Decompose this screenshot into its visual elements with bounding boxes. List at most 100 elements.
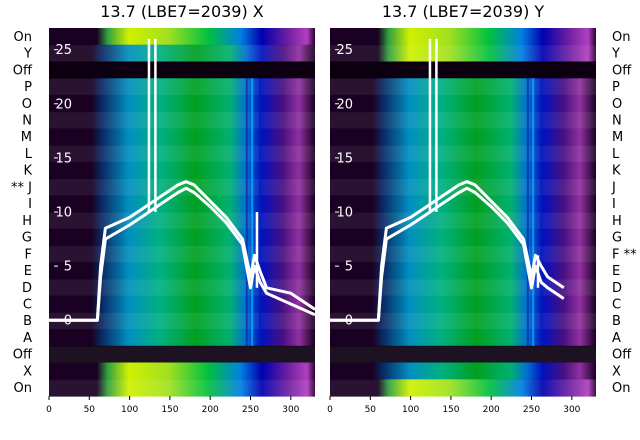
row-label: J <box>611 180 616 195</box>
row-label: I <box>612 197 616 212</box>
heatmap-row <box>49 195 315 213</box>
row-label: On <box>612 30 630 45</box>
row-label: X <box>612 364 621 379</box>
heatmap-row <box>49 111 315 129</box>
row-label: Off <box>612 63 632 78</box>
heatmap-row <box>330 111 596 129</box>
row-label: Y <box>23 47 32 62</box>
overlay-series-line <box>49 186 316 322</box>
row-label: G <box>22 231 32 246</box>
ytick-label: 5 <box>345 260 353 275</box>
heatmap-stripe <box>540 78 543 346</box>
heatmap-row <box>330 78 596 96</box>
row-label: C <box>612 298 621 313</box>
row-label: O <box>22 97 32 112</box>
heatmap-row <box>49 44 315 62</box>
heatmap-row <box>49 228 315 246</box>
ytick-label: 20 <box>336 97 353 112</box>
row-label: M <box>612 130 623 145</box>
row-label: M <box>21 130 32 145</box>
heatmap-row <box>330 262 596 280</box>
xtick-label: 0 <box>46 405 52 415</box>
heatmap-row <box>49 94 315 113</box>
row-label: H <box>612 214 622 229</box>
xtick-label: 50 <box>365 405 377 415</box>
heatmap-row <box>330 379 596 397</box>
heatmap-row <box>49 262 315 280</box>
xtick-label: 300 <box>563 405 580 415</box>
heatmap-row <box>49 128 315 146</box>
heatmap-row <box>49 379 315 397</box>
heatmap-row <box>330 61 596 79</box>
row-label: P <box>612 80 620 95</box>
row-label: D <box>612 281 622 296</box>
row-label: B <box>612 314 621 329</box>
heatmap-stripe <box>245 78 248 346</box>
row-label: On <box>14 30 32 45</box>
overlay-series-line <box>330 186 565 322</box>
heatmap-row <box>49 345 315 364</box>
row-label: X <box>23 364 32 379</box>
heatmap-row <box>49 78 315 96</box>
row-label: K <box>23 164 32 179</box>
xtick-label: 150 <box>442 405 459 415</box>
heatmap-row <box>49 245 315 263</box>
row-label: D <box>22 281 32 296</box>
row-label: ** J <box>11 180 32 195</box>
chart-title: 13.7 (LBE7=2039) X <box>100 2 264 21</box>
heatmap-row <box>330 228 596 246</box>
heatmap-row <box>49 362 315 380</box>
row-label: F <box>25 247 32 262</box>
row-label: A <box>23 331 32 346</box>
heatmap-row <box>330 345 596 364</box>
row-label: Off <box>13 348 33 363</box>
heatmap-row <box>49 312 315 330</box>
xtick-label: 0 <box>327 405 333 415</box>
row-label: E <box>612 264 620 279</box>
heatmap-row <box>330 312 596 330</box>
row-label: L <box>25 147 33 162</box>
overlay-series-line <box>330 180 565 322</box>
ytick-label: 10 <box>55 206 72 221</box>
heatmap-row <box>330 44 596 62</box>
row-label: P <box>24 80 32 95</box>
row-label: A <box>612 331 621 346</box>
xtick-label: 300 <box>282 405 299 415</box>
heatmap-row <box>330 245 596 263</box>
ytick-label: 15 <box>336 151 353 166</box>
heatmap-stripe <box>259 78 262 346</box>
xtick-label: 250 <box>242 405 259 415</box>
row-label: K <box>612 164 621 179</box>
ytick-label: 5 <box>64 260 72 275</box>
ytick-label: 20 <box>55 97 72 112</box>
heatmap-row <box>330 145 596 163</box>
heatmap-stripe <box>251 78 254 346</box>
heatmap-row <box>330 161 596 180</box>
ytick-label: 25 <box>55 43 72 58</box>
xtick-label: 250 <box>523 405 540 415</box>
chart-title: 13.7 (LBE7=2039) Y <box>382 2 545 21</box>
ytick-label: 15 <box>55 151 72 166</box>
heatmap-row <box>330 195 596 213</box>
ytick-label: 25 <box>336 43 353 58</box>
row-label: B <box>23 314 32 329</box>
ytick-label: 10 <box>336 206 353 221</box>
row-label: On <box>14 381 32 396</box>
heatmap-row <box>330 329 596 347</box>
row-label: F ** <box>612 247 637 262</box>
heatmap-row <box>49 178 315 196</box>
heatmap-row <box>49 295 315 313</box>
heatmap-row <box>330 178 596 196</box>
row-label: I <box>28 197 32 212</box>
heatmap-row <box>330 128 596 146</box>
heatmap-row <box>49 212 315 230</box>
xtick-label: 50 <box>84 405 96 415</box>
row-label: H <box>22 214 32 229</box>
row-label: C <box>23 298 32 313</box>
row-label: L <box>612 147 620 162</box>
heatmap-row <box>330 295 596 313</box>
heatmap-row <box>330 94 596 113</box>
heatmap-stripe <box>532 78 535 346</box>
